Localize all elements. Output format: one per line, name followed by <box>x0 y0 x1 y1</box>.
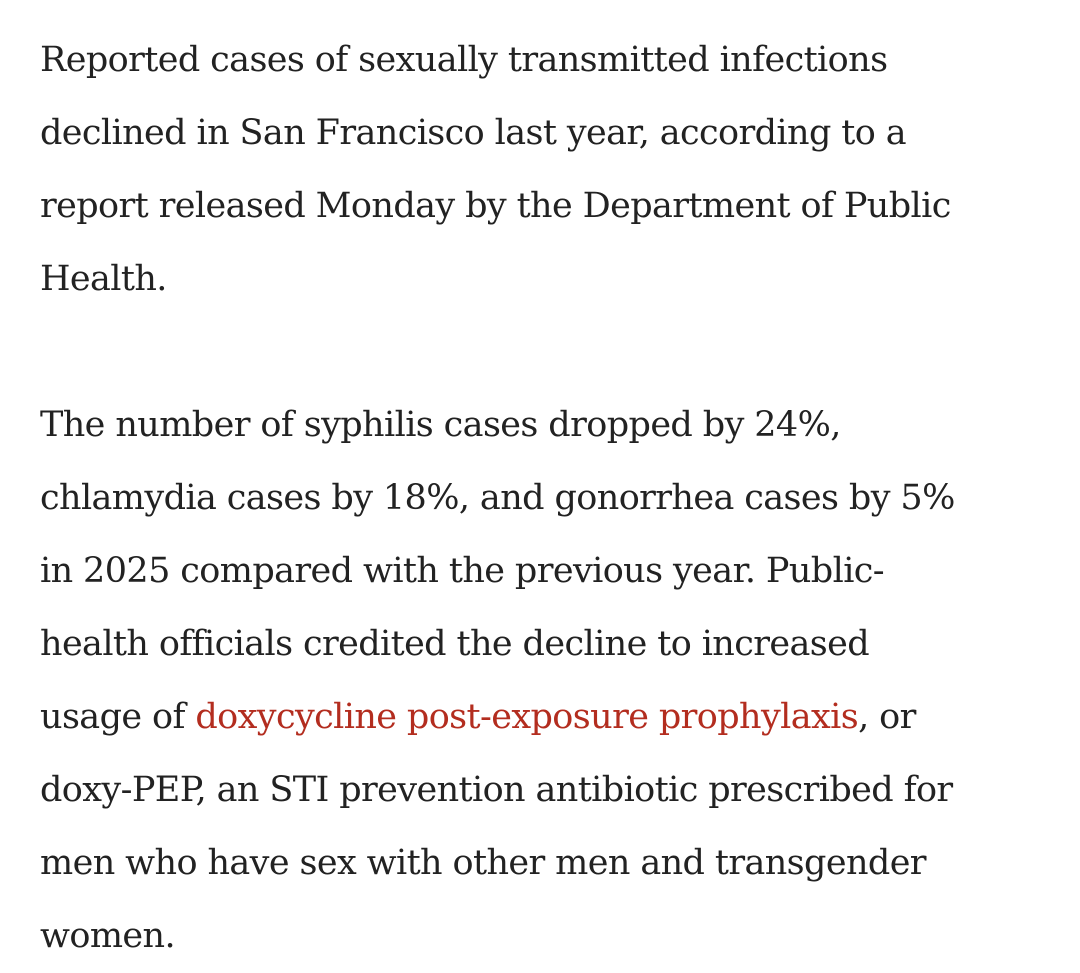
article-paragraph-statistics: The number of syphilis cases dropped by … <box>40 389 1050 973</box>
text-line-with-link: usage of doxycycline post-exposure proph… <box>40 681 1050 754</box>
text-line: chlamydia cases by 18%, and gonorrhea ca… <box>40 478 955 518</box>
text-line: men who have sex with other men and tran… <box>40 843 927 883</box>
text-segment: , or <box>858 697 916 737</box>
text-line: in 2025 compared with the previous year.… <box>40 551 885 591</box>
text-line: women. <box>40 916 176 956</box>
text-line: health officials credited the decline to… <box>40 624 870 664</box>
text-line: The number of syphilis cases dropped by … <box>40 405 841 445</box>
text-line: Health. <box>40 259 167 299</box>
text-line: doxy-PEP, an STI prevention antibiotic p… <box>40 770 953 810</box>
text-line: report released Monday by the Department… <box>40 186 951 226</box>
paragraph-spacer <box>40 316 1050 389</box>
doxy-pep-link[interactable]: doxycycline post-exposure prophylaxis <box>195 697 859 737</box>
article-paragraph-intro: Reported cases of sexually transmitted i… <box>40 24 1050 316</box>
article-body: Reported cases of sexually transmitted i… <box>40 24 1050 973</box>
text-line: declined in San Francisco last year, acc… <box>40 113 907 153</box>
text-line: Reported cases of sexually transmitted i… <box>40 40 888 80</box>
text-segment: usage of <box>40 697 196 737</box>
